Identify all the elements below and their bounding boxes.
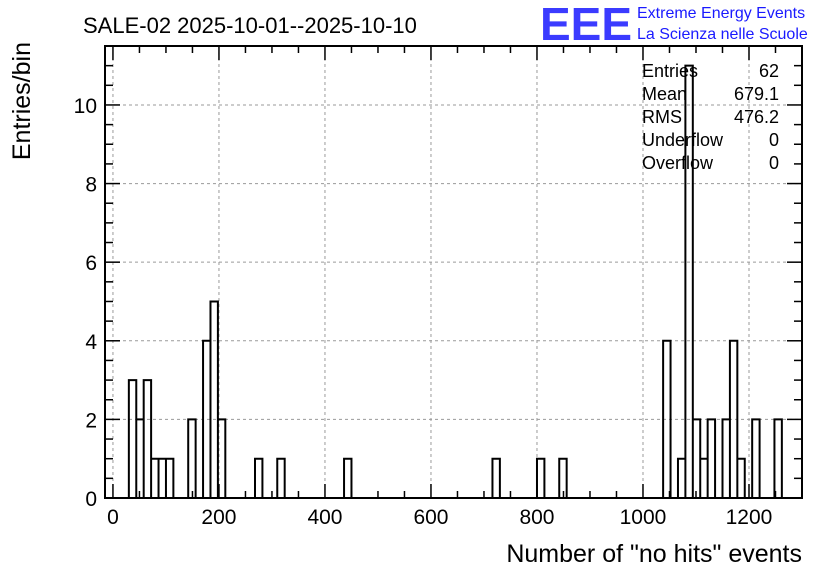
x-tick-label: 600: [413, 506, 448, 529]
x-axis-title: Number of "no hits" events: [506, 540, 802, 568]
x-tick-label: 1000: [620, 506, 667, 529]
y-axis-title: Entries/bin: [8, 42, 36, 160]
stat-value: 679.1: [734, 84, 779, 104]
x-tick-label: 200: [201, 506, 236, 529]
stats-box: Entries 62 Mean 679.1 RMS 476.2 Underflow 0 Over…: [642, 61, 779, 173]
stat-value: 62: [759, 61, 779, 81]
stat-value: 0: [769, 130, 779, 150]
x-tick-label: 800: [519, 506, 554, 529]
eee-logo: EEE Extreme Energy Events La Scienza nel…: [540, 0, 808, 50]
stat-label: RMS: [642, 107, 682, 127]
stat-label: Overflow: [642, 153, 714, 173]
stat-label: Entries: [642, 61, 698, 81]
stat-value: 0: [769, 153, 779, 173]
stat-label: Underflow: [642, 130, 724, 150]
axis-ticks: [105, 45, 803, 499]
y-tick-label: 8: [85, 174, 97, 197]
stat-label: Mean: [642, 84, 687, 104]
eee-logo-mark: EEE: [540, 0, 632, 50]
y-tick-label: 10: [74, 95, 97, 118]
x-tick-label: 1200: [726, 506, 773, 529]
y-tick-label: 2: [85, 409, 97, 432]
x-tick-label: 0: [107, 506, 119, 529]
plot-frame: [104, 45, 803, 499]
y-tick-label: 0: [85, 488, 97, 511]
x-tick-label: 400: [307, 506, 342, 529]
logo-line-2: La Scienza nelle Scuole: [637, 26, 808, 43]
y-tick-label: 4: [85, 331, 97, 354]
chart-title: SALE-02 2025-10-01--2025-10-10: [83, 13, 417, 38]
logo-line-1: Extreme Energy Events: [637, 5, 805, 22]
stat-value: 476.2: [734, 107, 779, 127]
y-tick-label: 6: [85, 252, 97, 275]
tick-labels: 0 200 400 600 800 1000 1200 0 2 4 6 8 10: [74, 95, 773, 529]
